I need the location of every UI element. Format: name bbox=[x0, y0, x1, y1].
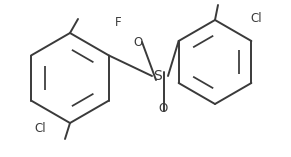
Text: Cl: Cl bbox=[250, 11, 262, 24]
Text: O: O bbox=[133, 35, 143, 49]
Text: Cl: Cl bbox=[34, 122, 46, 135]
Text: F: F bbox=[115, 16, 121, 29]
Text: S: S bbox=[154, 69, 162, 83]
Text: O: O bbox=[158, 101, 168, 114]
